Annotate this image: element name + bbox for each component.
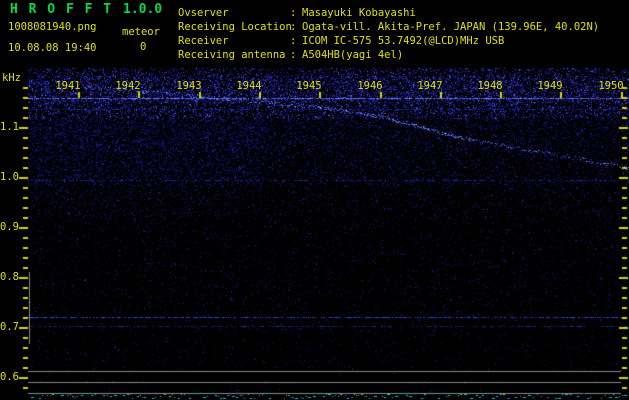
- station-info-row: Receiving antenna: A504HB(yagi 4el): [178, 48, 599, 62]
- station-info-label: Receiver: [178, 35, 229, 47]
- x-tick-label: 1942: [115, 80, 141, 92]
- x-tick-label: 1945: [296, 80, 322, 92]
- station-info-separator: :: [290, 21, 297, 33]
- y-tick-label: 0.8: [0, 271, 19, 283]
- station-info-row: Ovserver: Masayuki Kobayashi: [178, 6, 599, 20]
- y-tick-label: 0.6: [0, 371, 19, 383]
- station-info-row: Receiver: ICOM IC-575 53.7492(@LCD)MHz US…: [178, 34, 599, 48]
- station-info-separator: :: [290, 35, 297, 47]
- x-tick-label: 1944: [236, 80, 262, 92]
- station-info-separator: :: [290, 7, 297, 19]
- station-info: Ovserver: Masayuki Kobayashi Receiving Loc…: [178, 6, 599, 62]
- mode-label: meteor: [122, 26, 160, 38]
- x-tick-label: 1947: [417, 80, 443, 92]
- y-tick-label: 1.0: [0, 171, 19, 183]
- y-tick-label: 1.1: [0, 121, 19, 133]
- x-tick-label: 1941: [55, 80, 81, 92]
- x-tick-label: 1946: [357, 80, 383, 92]
- station-info-separator: :: [290, 49, 297, 61]
- x-tick-label: 1943: [176, 80, 202, 92]
- output-filename: 1008081940.png: [8, 21, 97, 33]
- y-tick-label: 0.7: [0, 321, 19, 333]
- station-info-value: A504HB(yagi 4el): [302, 49, 404, 61]
- app-title: H R O F F T: [10, 2, 113, 17]
- station-info-value: Masayuki Kobayashi: [302, 7, 416, 19]
- station-info-label: Receiving Location: [178, 21, 292, 33]
- x-tick-label: 1948: [477, 80, 503, 92]
- timestamp: 10.08.08 19:40: [8, 42, 97, 54]
- y-axis-unit: kHz: [2, 72, 21, 84]
- x-tick-label: 1949: [537, 80, 563, 92]
- app-version: 1.0.0: [123, 2, 163, 17]
- x-tick-label: 1950: [598, 80, 624, 92]
- station-info-value: ICOM IC-575 53.7492(@LCD)MHz USB: [302, 35, 505, 47]
- station-info-label: Ovserver: [178, 7, 229, 19]
- meteor-count: 0: [140, 41, 147, 53]
- y-tick-label: 0.9: [0, 221, 19, 233]
- station-info-value: Ogata-vill. Akita-Pref. JAPAN (139.96E, …: [302, 21, 600, 33]
- station-info-row: Receiving Location: Ogata-vill. Akita-Pre…: [178, 20, 599, 34]
- station-info-label: Receiving antenna: [178, 49, 286, 61]
